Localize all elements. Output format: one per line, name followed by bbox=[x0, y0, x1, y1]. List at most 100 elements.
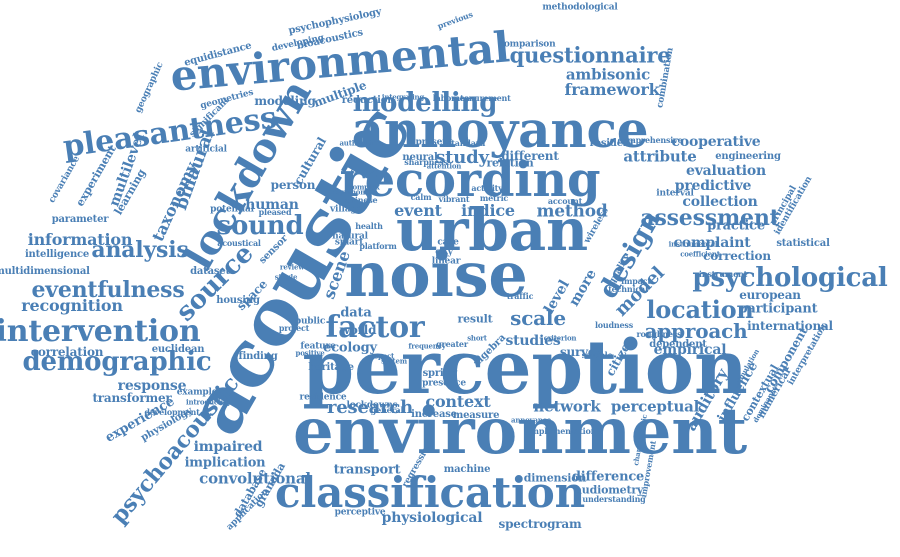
word-technical: technical bbox=[608, 284, 648, 294]
word-intelligence: intelligence bbox=[24, 249, 90, 260]
word-single: single bbox=[350, 166, 374, 176]
word-system: system bbox=[381, 356, 407, 366]
word-methodological: methodological bbox=[542, 2, 618, 13]
word-integrating: integrating bbox=[381, 92, 425, 102]
word-participant: participant bbox=[738, 301, 818, 317]
word-impact: impact bbox=[621, 276, 651, 286]
word-implication: implication bbox=[184, 455, 266, 471]
word-noise: noise bbox=[344, 238, 528, 311]
word-parameter: parameter bbox=[51, 214, 109, 225]
word-perceptual: perceptual bbox=[610, 397, 700, 416]
word-authorities: authorities bbox=[339, 138, 381, 148]
word-response: response bbox=[117, 378, 187, 394]
word-research: research bbox=[326, 397, 414, 418]
word-network: network bbox=[533, 397, 601, 416]
word-metric: metric bbox=[479, 193, 509, 203]
word-single: single bbox=[274, 272, 298, 282]
word-location: location bbox=[646, 295, 754, 324]
word-village: village bbox=[330, 204, 362, 215]
word-questionnaire: questionnaire bbox=[509, 42, 671, 68]
word-complex: complex bbox=[348, 182, 380, 192]
word-person: person bbox=[270, 178, 316, 192]
word-short: short bbox=[467, 333, 487, 343]
word-context: context bbox=[425, 392, 491, 411]
word-study: study bbox=[435, 147, 489, 168]
word-ambisonic: ambisonic bbox=[565, 65, 651, 84]
word-complaint: complaint bbox=[673, 235, 751, 251]
word-smart: smart bbox=[334, 237, 364, 248]
word-potential: potential bbox=[210, 204, 254, 215]
word-classification: classification bbox=[275, 468, 585, 517]
word-predictive: predictive bbox=[674, 178, 752, 194]
word-laboratory: laboratory bbox=[432, 93, 478, 103]
word-dependent: dependent bbox=[649, 339, 707, 350]
word-feature: feature bbox=[300, 341, 336, 352]
word-present: present bbox=[415, 137, 453, 148]
word-understanding: understanding bbox=[582, 494, 646, 504]
word-practice: practice bbox=[707, 218, 765, 234]
word-different: different bbox=[501, 149, 559, 163]
word-ecology: ecology bbox=[323, 340, 377, 356]
word-acoustical: acoustical bbox=[217, 238, 261, 248]
word-positive: positive bbox=[295, 348, 325, 358]
word-aspect: aspect bbox=[369, 351, 395, 361]
word-euclidean: euclidean bbox=[151, 344, 205, 355]
word-annoyance: annoyance bbox=[351, 100, 649, 159]
word-transport: transport bbox=[333, 462, 401, 478]
word-perception: perception bbox=[302, 325, 748, 411]
word-cooperative: cooperative bbox=[671, 134, 761, 150]
word-greater: greater bbox=[436, 339, 468, 349]
word-instrumental: instrumental bbox=[668, 239, 718, 249]
word-eventfulness: eventfulness bbox=[31, 277, 185, 303]
word-framework: framework bbox=[564, 80, 660, 99]
word-comparison: comparison bbox=[498, 39, 556, 50]
word-evaluation: evaluation bbox=[686, 163, 766, 179]
word-presence: presence bbox=[422, 378, 466, 389]
word-environment: environment bbox=[292, 394, 748, 469]
word-resident: resident bbox=[589, 138, 635, 149]
word-standard: standard bbox=[446, 138, 486, 148]
word-review: review bbox=[279, 262, 305, 272]
word-annoyance: annoyance bbox=[511, 415, 551, 425]
word-comprehensive: comprehensive bbox=[617, 135, 683, 145]
word-modelling: modelling bbox=[352, 88, 498, 118]
word-difference: difference bbox=[571, 469, 645, 485]
word-housing: housing bbox=[216, 295, 260, 306]
word-coefficient: coefficient bbox=[680, 249, 720, 259]
word-roughness: roughness bbox=[636, 329, 682, 339]
word-international: international bbox=[747, 319, 833, 333]
word-activity: activity bbox=[471, 183, 503, 193]
word-studies: studies bbox=[505, 333, 561, 349]
word-vibrant: vibrant bbox=[438, 194, 470, 204]
word-relation: relation bbox=[486, 156, 534, 170]
word-project: project bbox=[278, 323, 310, 333]
word-sound: sound bbox=[216, 211, 304, 241]
word-physiological: physiological bbox=[381, 510, 483, 526]
word-loudness: loudness bbox=[594, 320, 634, 330]
word-instrument: instrument bbox=[698, 269, 748, 279]
word-recognition: recognition bbox=[21, 296, 123, 315]
word-indice: indice bbox=[461, 201, 515, 220]
word-attribute: attribute bbox=[623, 147, 697, 166]
word-urban: urban bbox=[395, 196, 589, 264]
word-measure: measure bbox=[452, 410, 500, 421]
word-natural: natural bbox=[332, 231, 368, 242]
word-frequency: frequency bbox=[408, 341, 446, 351]
word-dimension: dimension bbox=[523, 471, 587, 485]
word-city: city bbox=[435, 247, 453, 258]
word-criterion: criterion bbox=[543, 333, 577, 343]
word-world: world bbox=[339, 323, 377, 337]
word-correlation: correlation bbox=[30, 345, 104, 359]
word-spectrogram: spectrogram bbox=[498, 517, 582, 531]
word-transformer: transformer bbox=[92, 391, 172, 405]
word-demographic: demographic bbox=[22, 347, 212, 377]
word-collection: collection bbox=[682, 194, 758, 210]
word-dataset: dataset bbox=[190, 266, 230, 277]
word-approach: approach bbox=[644, 319, 748, 343]
word-reduction: reduction bbox=[341, 95, 395, 106]
word-result: result bbox=[457, 312, 493, 326]
word-introducing: introducing bbox=[185, 397, 231, 407]
word-health: health bbox=[355, 221, 383, 231]
word-increase: increase bbox=[411, 409, 457, 420]
